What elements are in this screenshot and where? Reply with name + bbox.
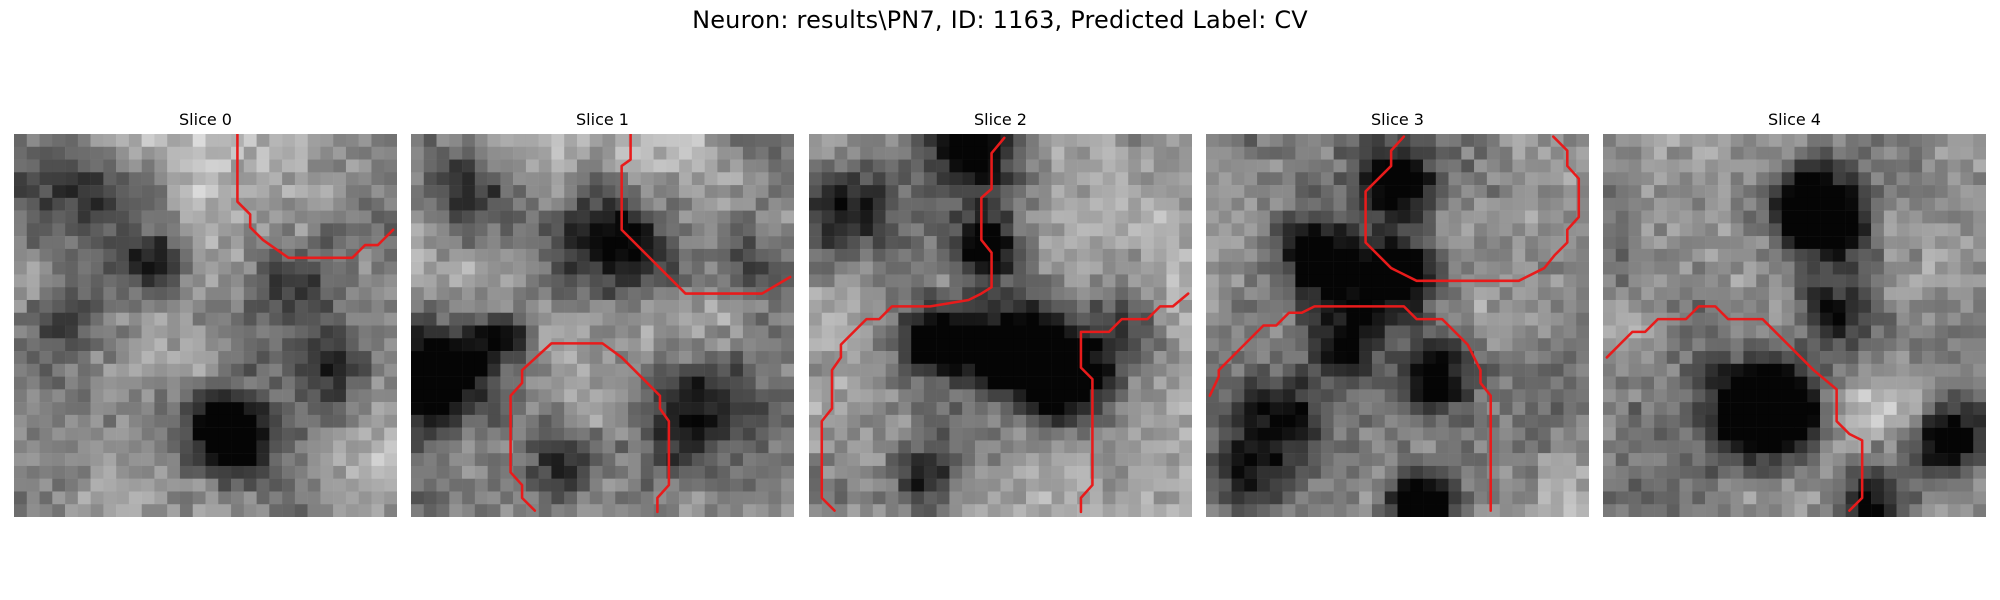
contour-line	[1605, 305, 1864, 512]
slice-panel-3: Slice 3	[1206, 110, 1589, 524]
contour-line	[236, 134, 395, 260]
slice-title: Slice 2	[974, 110, 1027, 129]
figure-title: Neuron: results\PN7, ID: 1163, Predicted…	[692, 6, 1308, 34]
slice-panel-2: Slice 2	[809, 110, 1192, 524]
contour-line	[820, 136, 1006, 512]
slice-panel-1: Slice 1	[411, 110, 794, 524]
contour-line	[1079, 292, 1190, 514]
slice-image	[411, 134, 794, 517]
slice-image	[1206, 134, 1589, 517]
contour-line	[1208, 305, 1492, 512]
slice-image	[809, 134, 1192, 517]
pixel-grid	[1206, 134, 1589, 517]
slice-panel-4: Slice 4	[1603, 110, 1986, 524]
slice-title: Slice 4	[1768, 110, 1821, 129]
slice-image	[1603, 134, 1986, 517]
contour-line	[509, 342, 671, 514]
slice-title: Slice 0	[179, 110, 232, 129]
slice-panel-0: Slice 0	[14, 110, 397, 524]
pixel-grid	[411, 134, 794, 517]
slice-title: Slice 1	[576, 110, 629, 129]
contour-line	[1364, 135, 1581, 283]
pixel-grid	[14, 134, 397, 517]
pixel-grid	[1603, 134, 1986, 517]
contour-line	[620, 134, 792, 295]
slice-image	[14, 134, 397, 517]
pixel-grid	[809, 134, 1192, 517]
slice-title: Slice 3	[1371, 110, 1424, 129]
